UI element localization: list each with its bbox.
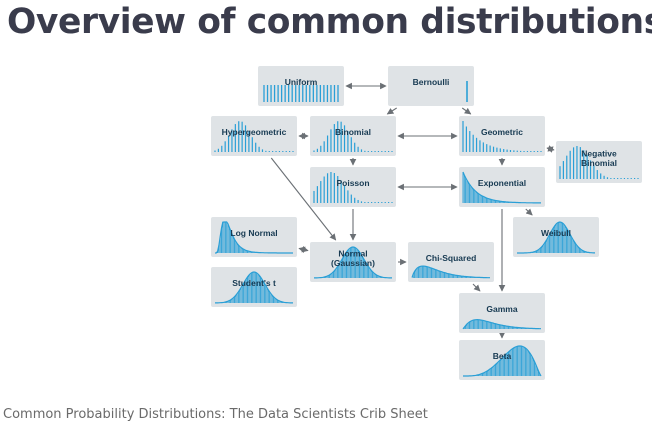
distribution-curve-icon — [559, 146, 639, 179]
node-label: (Gaussian) — [331, 258, 375, 268]
node-chi-squared: Chi-Squared — [408, 242, 494, 282]
node-weibull: Weibull — [513, 217, 599, 257]
node-label: Negative — [581, 148, 617, 158]
node-label: Beta — [493, 351, 512, 361]
node-label: Hypergeometric — [222, 127, 287, 137]
node-gamma: Gamma — [459, 293, 545, 333]
distribution-curve-icon — [462, 121, 542, 152]
node-label: Binomial — [581, 158, 617, 168]
node-beta: Beta — [459, 340, 545, 380]
node-label: Log Normal — [230, 228, 277, 238]
distribution-curve-icon — [411, 265, 490, 279]
node-exponential: Exponential — [459, 167, 545, 207]
edge-chi-squared-to-gamma — [472, 283, 481, 292]
edge-hypergeometric-to-normal — [270, 157, 337, 241]
node-normal: Normal(Gaussian) — [310, 242, 396, 282]
node-geometric: Geometric — [459, 116, 545, 156]
node-uniform: Uniform — [258, 66, 344, 106]
node-binomial: Binomial — [310, 116, 396, 156]
distribution-curve-icon — [313, 121, 393, 152]
node-label: Exponential — [478, 178, 526, 188]
node-label: Chi-Squared — [426, 253, 477, 263]
node-log-normal: Log Normal — [211, 217, 297, 257]
node-label: Weibull — [541, 228, 571, 238]
nodes-layer: Uniform Bernoulli Hypergeometric Binomial Ge… — [211, 66, 642, 380]
node-label: Poisson — [336, 178, 369, 188]
node-label: Gamma — [486, 304, 517, 314]
image-caption: Common Probability Distributions: The Da… — [3, 407, 428, 422]
distribution-curve-icon — [314, 246, 392, 279]
edge-bernoulli-to-binomial — [386, 107, 397, 115]
node-bernoulli: Bernoulli — [388, 66, 474, 106]
node-label: Uniform — [285, 77, 318, 87]
edge-geometric-to-negative-binomial — [546, 145, 555, 153]
node-hypergeometric: Hypergeometric — [211, 116, 297, 156]
node-label: Geometric — [481, 127, 523, 137]
node-label: Student's t — [232, 278, 276, 288]
distribution-curve-icon — [214, 221, 293, 254]
edges-layer — [270, 82, 555, 339]
distribution-curve-icon — [215, 271, 293, 304]
node-poisson: Poisson — [310, 167, 396, 207]
edge-exponential-to-weibull — [525, 208, 533, 216]
distribution-curve-icon — [263, 85, 339, 102]
edge-bernoulli-to-geometric — [461, 107, 472, 115]
node-label: Normal — [338, 248, 367, 258]
edge-log-normal-to-normal — [298, 245, 309, 254]
node-students-t: Student's t — [211, 267, 297, 307]
page-title: Overview of common distributions — [7, 2, 652, 42]
distribution-curve-icon — [214, 121, 294, 152]
node-label: Binomial — [335, 127, 371, 137]
distribution-curve-icon — [462, 318, 541, 330]
node-label: Bernoulli — [413, 77, 450, 87]
distribution-curve-icon — [313, 172, 393, 203]
distribution-curve-icon — [517, 221, 595, 254]
distribution-curve-icon — [463, 345, 542, 377]
distribution-curve-icon — [462, 171, 541, 204]
